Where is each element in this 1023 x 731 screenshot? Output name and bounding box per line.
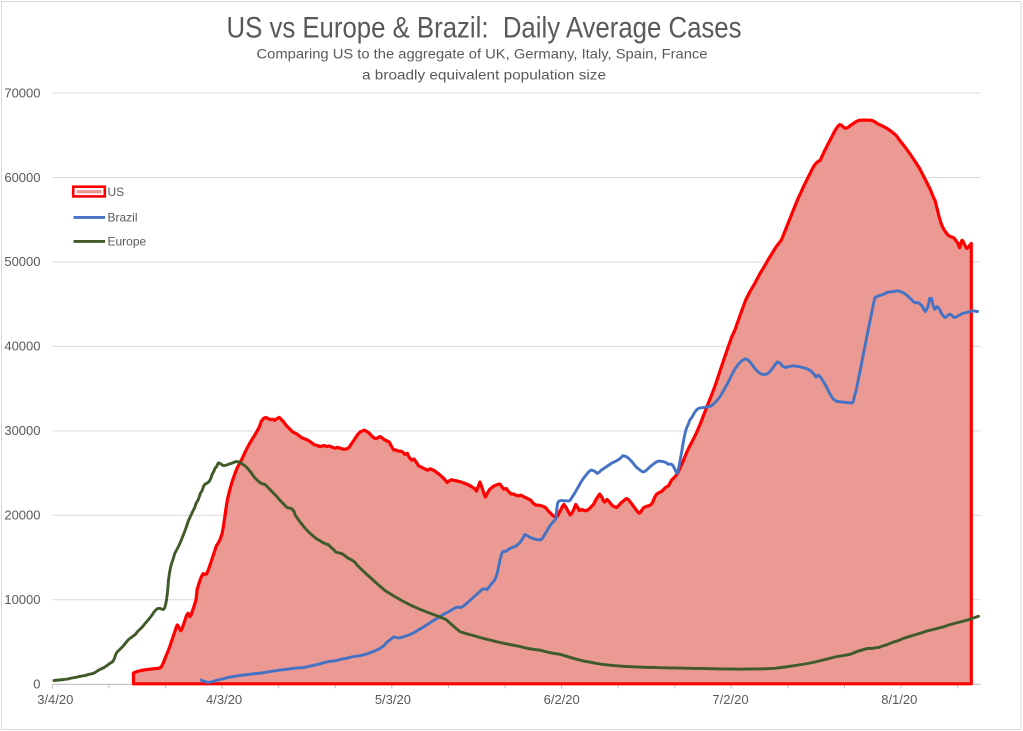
svg-text:5/3/20: 5/3/20 (375, 692, 411, 707)
svg-text:0: 0 (33, 677, 40, 692)
svg-text:20000: 20000 (4, 508, 40, 523)
svg-text:Europe: Europe (108, 235, 147, 249)
svg-text:7/2/20: 7/2/20 (712, 692, 748, 707)
svg-text:Comparing US to the aggregate: Comparing US to the aggregate of UK, Ger… (257, 46, 708, 62)
svg-text:30000: 30000 (4, 423, 40, 438)
svg-text:10000: 10000 (4, 592, 40, 607)
svg-text:Brazil: Brazil (108, 211, 138, 225)
svg-text:70000: 70000 (4, 85, 40, 100)
svg-text:3/4/20: 3/4/20 (37, 692, 73, 707)
svg-text:6/2/20: 6/2/20 (544, 692, 580, 707)
svg-text:50000: 50000 (4, 254, 40, 269)
svg-text:40000: 40000 (4, 339, 40, 354)
svg-text:a broadly equivalent populatio: a broadly equivalent population size (362, 66, 606, 82)
svg-text:60000: 60000 (4, 170, 40, 185)
svg-text:US: US (108, 185, 125, 199)
svg-text:US vs Europe & Brazil: Daily: US vs Europe & Brazil: Daily Average Cas… (227, 11, 742, 44)
svg-text:4/3/20: 4/3/20 (206, 692, 242, 707)
svg-text:8/1/20: 8/1/20 (881, 692, 917, 707)
